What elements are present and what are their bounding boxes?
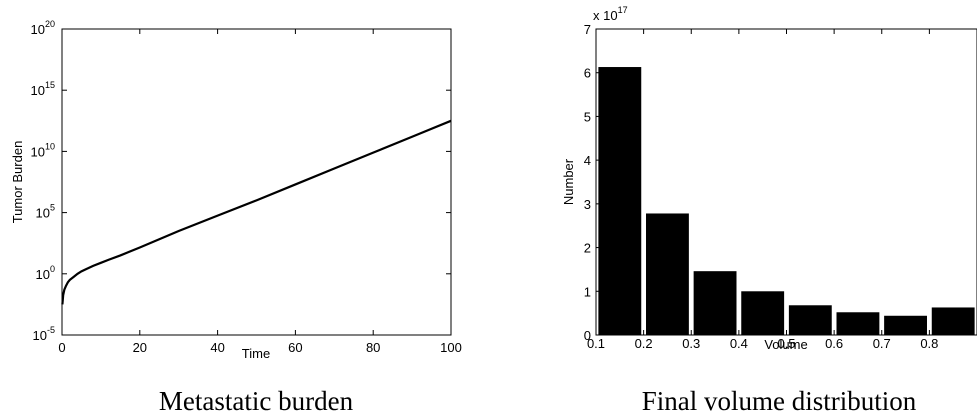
volume-bar xyxy=(931,307,975,335)
burden-x-tick-label: 100 xyxy=(440,340,462,355)
burden-x-tick-label: 80 xyxy=(366,340,380,355)
volume-multiplier-base: x 10 xyxy=(593,8,618,23)
burden-x-label: Time xyxy=(242,346,270,361)
volume-chart: 0.1 0.2 0.3 0.4 0.5 0.6 0.7 0.8 0 1 2 3 4 5 6 7 x 1017… xyxy=(561,5,977,416)
burden-y-tick-exp: 10 xyxy=(45,141,55,151)
volume-x-ticks: 0.1 0.2 0.3 0.4 0.5 0.6 0.7 0.8 xyxy=(587,29,938,351)
volume-bar xyxy=(646,213,689,335)
burden-y-tick-label: 1015 xyxy=(31,80,55,98)
volume-y-tick-label: 4 xyxy=(584,153,591,168)
burden-x-tick-label: 40 xyxy=(210,340,224,355)
volume-y-tick-label: 2 xyxy=(584,241,591,256)
burden-x-tick-label: 60 xyxy=(288,340,302,355)
volume-bar xyxy=(598,67,642,335)
burden-y-tick-base: 10 xyxy=(31,144,45,159)
burden-y-tick-exp: -5 xyxy=(47,325,55,335)
volume-y-tick-label: 7 xyxy=(584,22,591,37)
volume-multiplier: x 1017 xyxy=(593,5,628,23)
burden-x-ticks: 0 20 40 60 80 100 xyxy=(58,29,462,355)
burden-y-tick-exp: 15 xyxy=(45,80,55,90)
burden-x-tick-label: 20 xyxy=(133,340,147,355)
burden-y-tick-base: 10 xyxy=(36,206,50,221)
volume-y-tick-label: 5 xyxy=(584,109,591,124)
burden-caption: Metastatic burden xyxy=(159,386,354,416)
burden-y-label: Tumor Burden xyxy=(10,141,25,224)
burden-plot-area xyxy=(61,28,452,336)
burden-y-tick-base: 10 xyxy=(31,22,45,37)
burden-y-tick-label: 1020 xyxy=(31,19,55,37)
volume-x-tick-label: 0.8 xyxy=(920,336,938,351)
volume-x-tick-label: 0.6 xyxy=(825,336,843,351)
volume-caption: Final volume distribution xyxy=(642,386,917,416)
burden-y-tick-exp: 20 xyxy=(45,19,55,29)
burden-y-tick-label: 100 xyxy=(36,264,55,282)
volume-x-tick-label: 0.1 xyxy=(587,336,605,351)
volume-y-ticks: 0 1 2 3 4 5 6 7 xyxy=(584,22,601,343)
volume-x-label: Volume xyxy=(764,337,807,352)
volume-y-label: Number xyxy=(561,158,576,205)
volume-y-tick-label: 3 xyxy=(584,197,591,212)
burden-y-tick-exp: 5 xyxy=(50,203,55,213)
burden-y-tick-base: 10 xyxy=(36,267,50,282)
volume-bars xyxy=(598,67,975,335)
volume-y-tick-label: 6 xyxy=(584,66,591,81)
volume-x-tick-label: 0.5 xyxy=(777,336,795,351)
volume-x-tick-label: 0.2 xyxy=(635,336,653,351)
volume-bar xyxy=(788,305,832,335)
burden-y-tick-label: 10-5 xyxy=(33,325,55,343)
burden-curve xyxy=(61,119,452,305)
volume-x-tick-label: 0.4 xyxy=(730,336,748,351)
burden-y-tick-label: 105 xyxy=(36,203,55,221)
burden-y-tick-base: 10 xyxy=(31,83,45,98)
volume-bar xyxy=(884,315,927,335)
volume-multiplier-exp: 17 xyxy=(618,5,628,15)
burden-x-tick-label: 0 xyxy=(58,340,65,355)
volume-bar xyxy=(693,271,737,335)
volume-bar xyxy=(836,312,880,335)
volume-x-tick-label: 0.3 xyxy=(682,336,700,351)
volume-bar xyxy=(741,291,785,335)
volume-y-tick-label: 1 xyxy=(584,284,591,299)
burden-y-tick-label: 1010 xyxy=(31,141,55,159)
burden-y-tick-base: 10 xyxy=(33,328,47,343)
volume-y-tick-label: 0 xyxy=(584,328,591,343)
burden-y-tick-exp: 0 xyxy=(50,264,55,274)
volume-x-tick-label: 0.7 xyxy=(873,336,891,351)
